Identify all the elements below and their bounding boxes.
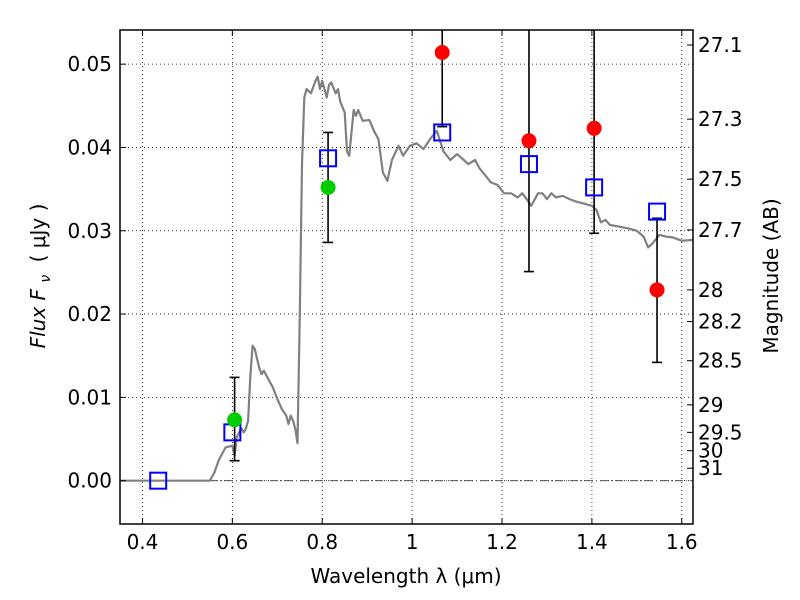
observed-flux-point <box>586 120 602 136</box>
y2-tick-label: 27.7 <box>698 218 743 242</box>
observed-flux-point <box>320 179 336 195</box>
observed-flux-point <box>434 44 450 60</box>
y2-tick-label: 30 <box>698 439 723 463</box>
y2-tick-label: 27.5 <box>698 167 743 191</box>
x-tick-label: 0.8 <box>306 530 338 554</box>
plot-marks <box>120 30 694 490</box>
y2-tick-label: 31 <box>698 456 723 480</box>
x-tick-label: 1 <box>406 530 419 554</box>
y-axis-title-subscript: ν <box>38 275 54 283</box>
y-tick-label: 0.01 <box>67 385 112 409</box>
y2-tick-label: 28.5 <box>698 349 743 373</box>
y2-tick-label: 27.1 <box>698 33 743 57</box>
model-photometry-square <box>585 178 604 197</box>
y2-tick-label: 27.3 <box>698 107 743 131</box>
x-tick-label: 1.2 <box>486 530 518 554</box>
y-tick-label: 0.00 <box>67 469 112 493</box>
model-photometry-square <box>149 471 168 490</box>
model-photometry-square <box>519 155 538 174</box>
plot-frame <box>119 29 694 525</box>
svg-text:Flux F ν ( μJy ): Flux F ν ( μJy ) <box>26 204 55 349</box>
y2-tick-label: 29 <box>698 393 723 417</box>
model-photometry-square <box>433 123 452 142</box>
y2-tick-label: 29.5 <box>698 420 743 444</box>
y-axis-title-unit: ( μJy ) <box>26 204 50 263</box>
y-axis-title-group: Flux F ν ( μJy ) <box>26 204 55 349</box>
y-tick-label: 0.03 <box>67 219 112 243</box>
y-tick-label: 0.04 <box>67 135 112 159</box>
x-axis-title: Wavelength λ (μm) <box>310 564 501 588</box>
x-tick-label: 1.6 <box>666 530 698 554</box>
x-tick-label: 0.4 <box>127 530 159 554</box>
observed-flux-point <box>649 282 665 298</box>
y-tick-label: 0.02 <box>67 302 112 326</box>
y-axis-title: Flux F <box>26 288 50 348</box>
model-photometry-square <box>319 149 338 168</box>
model-spectrum-line <box>120 75 694 482</box>
y2-tick-label: 28.2 <box>698 310 743 334</box>
x-tick-label: 1.4 <box>576 530 608 554</box>
observed-flux-point <box>227 412 243 428</box>
y2-axis-title: Magnitude (AB) <box>759 198 783 353</box>
observed-flux-point <box>521 133 537 149</box>
model-photometry-square <box>648 202 667 221</box>
y-tick-label: 0.05 <box>67 52 112 76</box>
y2-tick-label: 28 <box>698 278 723 302</box>
axis-ticks: 0.4 0.6 0.8 1 1.2 1.4 1.6 0.00 0.01 0.02 0.03 0.04 0… <box>67 30 743 554</box>
x-tick-label: 0.6 <box>216 530 248 554</box>
